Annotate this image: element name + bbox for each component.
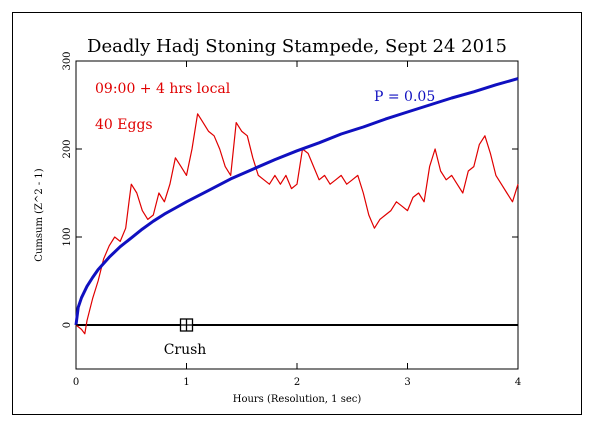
- axis-ticks: 0 1 2 3 4 0 100 200 300: [62, 51, 521, 388]
- crush-event-marker: [179, 318, 194, 332]
- y-axis-label: Cumsum (Z^2 - 1): [34, 168, 45, 261]
- y-tick-label: 300: [62, 51, 73, 70]
- x-tick-label: 0: [73, 377, 79, 388]
- annotation-local-time: 09:00 + 4 hrs local: [95, 81, 231, 97]
- cumsum-series-line: [75, 113, 519, 335]
- x-tick-label: 2: [294, 377, 300, 388]
- x-tick-label: 4: [515, 377, 521, 388]
- x-tick-label: 3: [404, 377, 410, 388]
- x-axis-label: Hours (Resolution, 1 sec): [233, 394, 362, 405]
- chart-title: Deadly Hadj Stoning Stampede, Sept 24 20…: [87, 36, 507, 57]
- annotation-crush: Crush: [164, 342, 207, 358]
- y-tick-label: 200: [62, 139, 73, 158]
- y-tick-label: 100: [62, 227, 73, 246]
- y-tick-label: 0: [62, 322, 73, 328]
- chart-frame: [12, 12, 582, 415]
- significance-curve-line: [74, 77, 519, 326]
- annotation-eggs: 40 Eggs: [95, 117, 153, 133]
- annotation-p-value: P = 0.05: [374, 89, 435, 105]
- plot-area: [75, 60, 519, 370]
- plot-content: [74, 77, 519, 335]
- x-tick-label: 1: [183, 377, 189, 388]
